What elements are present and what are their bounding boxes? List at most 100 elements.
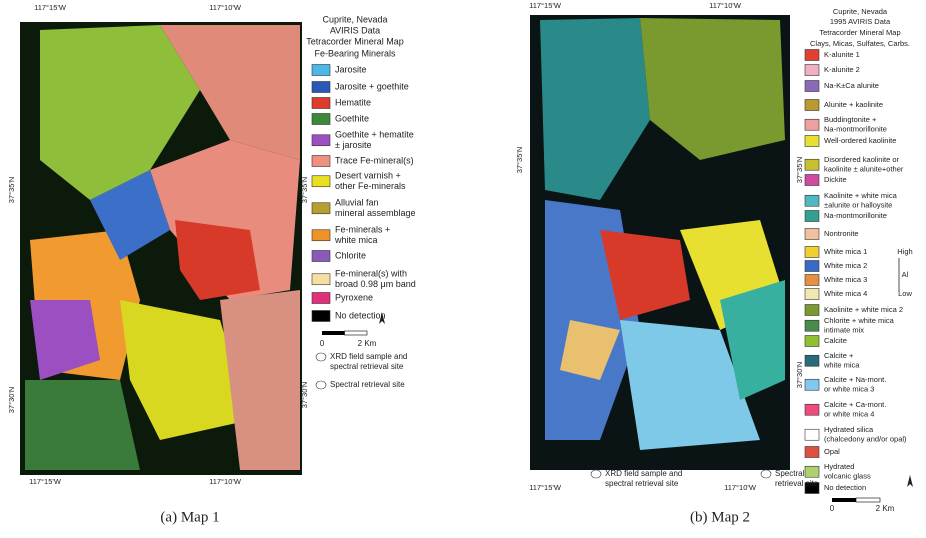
caption: (b) Map 2 (690, 509, 750, 525)
legend-label: White mica 4 (824, 289, 867, 298)
legend-swatch (805, 119, 819, 130)
legend-swatch (312, 274, 330, 285)
note-label: spectral retrieval site (605, 479, 679, 488)
legend-label: Calcite + Ca-mont. (824, 400, 886, 409)
legend-label: Kaolinite + white mica 2 (824, 305, 903, 314)
legend-label: Chlorite (335, 250, 366, 260)
legend-swatch (805, 379, 819, 390)
coordinate-label: 37°35'N (300, 177, 309, 204)
legend-swatch (312, 98, 330, 109)
legend-swatch (805, 336, 819, 347)
legend-swatch (312, 203, 330, 214)
legend-label: ±alunite or halloysite (824, 200, 892, 209)
legend-title: AVIRIS Data (330, 25, 380, 35)
coordinate-label: 37°35'N (515, 147, 524, 174)
legend-label: Well-ordered kaolinite (824, 136, 896, 145)
site-marker (591, 470, 601, 478)
legend-title: Clays, Micas, Sulfates, Carbs. (810, 39, 910, 48)
legend-label: Na-montmorillonite (824, 211, 887, 220)
legend-label: No detection (824, 483, 866, 492)
caption: (a) Map 1 (160, 509, 219, 525)
legend-swatch (312, 135, 330, 146)
legend-label: Goethite (335, 113, 369, 123)
legend-label: White mica 1 (824, 247, 867, 256)
note-label: XRD field sample and (330, 352, 407, 361)
coordinate-label: 117°10'W (209, 477, 242, 486)
scale-label: 0 (320, 339, 325, 348)
legend-swatch (312, 65, 330, 76)
legend-swatch (805, 247, 819, 258)
scale-label: 2 Km (358, 339, 377, 348)
legend-label: White mica 3 (824, 275, 867, 284)
legend-label: or white mica 4 (824, 409, 874, 418)
coordinate-label: 117°15'W (29, 477, 62, 486)
scale-bar (322, 331, 345, 335)
legend-title: Cuprite, Nevada (322, 14, 387, 24)
note-label: Spectral retrieval site (330, 380, 405, 389)
legend-swatch (805, 159, 819, 170)
legend-label: Na-K±Ca alunite (824, 81, 879, 90)
north-arrow (907, 475, 913, 487)
legend-swatch (805, 229, 819, 240)
legend-label: mineral assemblage (335, 208, 416, 218)
legend-title: Fe-Bearing Minerals (314, 48, 396, 58)
legend-label: Jarosite (335, 64, 367, 74)
legend-label: or white mica 3 (824, 384, 874, 393)
note-label: Spectral (775, 469, 805, 478)
legend-swatch (805, 289, 819, 300)
legend-swatch (312, 311, 330, 322)
legend-title: Cuprite, Nevada (833, 7, 888, 16)
legend-label: Fe-minerals + (335, 224, 390, 234)
legend-label: ± jarosite (335, 140, 371, 150)
coordinate-label: 37°35'N (795, 157, 804, 184)
legend-swatch (312, 293, 330, 304)
legend-swatch (312, 230, 330, 241)
scale-bar (856, 498, 880, 502)
legend-swatch (805, 50, 819, 61)
coordinate-label: 117°10'W (724, 483, 757, 492)
legend-label: Dickite (824, 175, 847, 184)
coordinate-label: 117°15'W (34, 3, 67, 12)
coordinate-label: 117°10'W (709, 1, 742, 10)
legend-label: Pyroxene (335, 292, 373, 302)
legend-swatch (805, 195, 819, 206)
legend-swatch (312, 251, 330, 262)
legend-label: Nontronite (824, 229, 859, 238)
legend-label: Kaolinite + white mica (824, 191, 898, 200)
al-scale-label: Low (898, 289, 912, 298)
coordinate-label: 117°15'W (529, 483, 562, 492)
legend-label: Trace Fe-mineral(s) (335, 155, 414, 165)
note-label: retrieval site (775, 479, 819, 488)
legend-swatch (805, 211, 819, 222)
site-marker (316, 353, 326, 361)
legend-label: Alunite + kaolinite (824, 100, 883, 109)
legend-label: other Fe-minerals (335, 181, 406, 191)
legend-label: Calcite (824, 336, 847, 345)
legend-label: Desert varnish + (335, 170, 401, 180)
note-label: spectral retrieval site (330, 362, 404, 371)
legend-swatch (805, 320, 819, 331)
map-image (20, 22, 302, 475)
legend-label: Buddingtonite + (824, 115, 877, 124)
legend-label: Na-montmorillonite (824, 124, 887, 133)
legend-swatch (312, 114, 330, 125)
coordinate-label: 37°30'N (795, 362, 804, 389)
legend-title: Tetracorder Mineral Map (819, 28, 900, 37)
legend-swatch (805, 466, 819, 477)
scale-label: 2 Km (876, 504, 895, 513)
legend-label: Goethite + hematite (335, 129, 414, 139)
legend-swatch (312, 82, 330, 93)
legend-label: White mica 2 (824, 261, 867, 270)
legend-label: Calcite + (824, 351, 854, 360)
al-scale-label: High (897, 247, 912, 256)
legend-label: Alluvial fan (335, 197, 379, 207)
legend-swatch (805, 429, 819, 440)
legend-label: K-alunite 1 (824, 50, 860, 59)
legend-label: white mica (334, 235, 378, 245)
coordinate-label: 37°30'N (7, 387, 16, 414)
legend-label: No detection (335, 310, 386, 320)
legend-label: volcanic glass (824, 471, 871, 480)
site-marker (761, 470, 771, 478)
legend-label: Opal (824, 447, 840, 456)
legend-swatch (312, 176, 330, 187)
